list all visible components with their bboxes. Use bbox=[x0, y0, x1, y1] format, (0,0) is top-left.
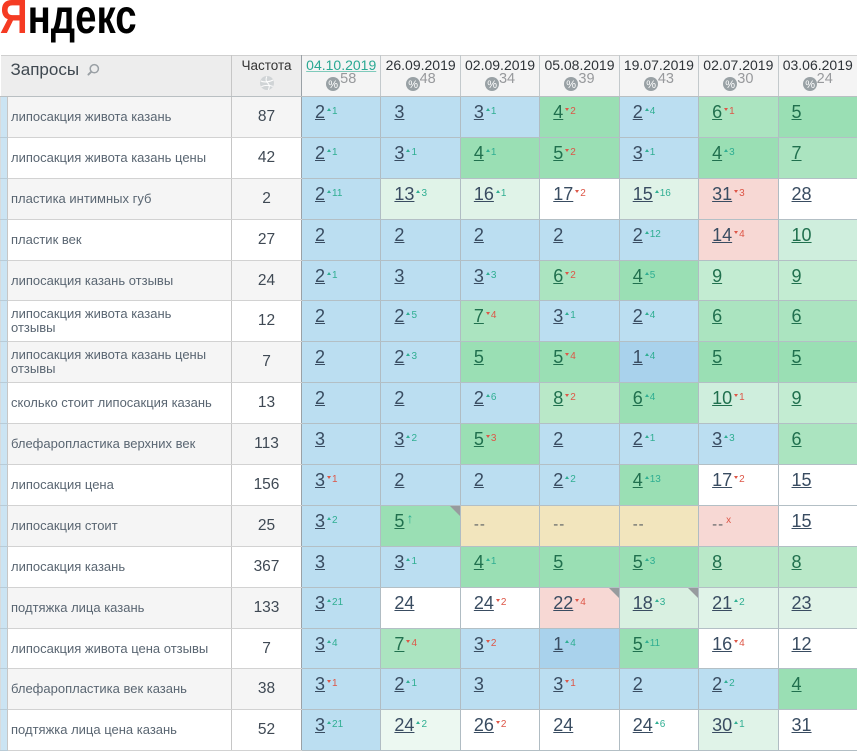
svg-text:%: % bbox=[408, 79, 418, 91]
svg-text:%: % bbox=[805, 79, 815, 91]
svg-text:%: % bbox=[487, 79, 497, 91]
svg-text:%: % bbox=[567, 79, 577, 91]
svg-text:%: % bbox=[646, 79, 656, 91]
svg-text:%: % bbox=[328, 79, 338, 91]
svg-text:%: % bbox=[725, 79, 735, 91]
